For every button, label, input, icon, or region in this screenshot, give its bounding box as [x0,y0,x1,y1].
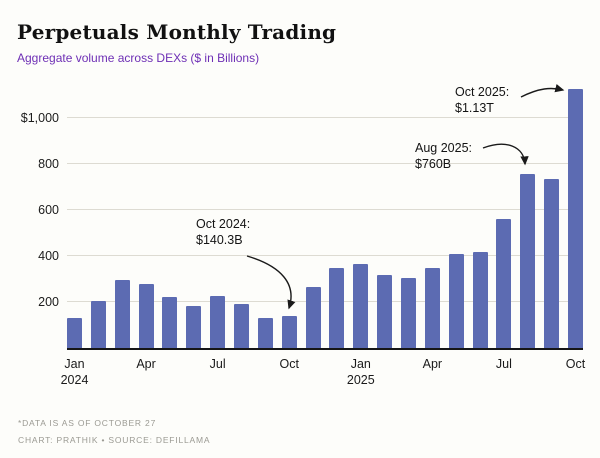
bar-apr-2024 [138,283,154,348]
annotation-label: Oct 2024: [196,217,251,231]
bar-jan-2025 [353,263,369,348]
annotation-value: $140.3B [196,233,243,247]
x-tick-year: 2025 [346,373,375,387]
bar-jul-2025 [496,219,512,348]
x-tick-label: Oct [279,357,299,371]
x-tick-label: Jul [495,357,512,371]
annotation-label: Aug 2025: [415,141,472,155]
plot-area: Oct 2024: $140.3B Aug 2025: $760B Oct 20… [67,84,583,350]
y-axis: 200 400 600 800 $1,000 [17,84,59,348]
annotation-value: $760B [415,157,452,171]
bar-oct-2024 [281,315,297,348]
credit-line: CHART: PRATHIK • SOURCE: DEFILLAMA [18,435,211,445]
bar-nov-2024 [305,286,321,348]
bar-may-2025 [448,254,464,348]
x-tick-label: Oct [565,357,586,371]
bar-sep-2024 [257,317,273,348]
arrow-aug-2025 [482,143,529,166]
arrow-oct-2025 [520,84,565,98]
bar-feb-2024 [90,300,106,348]
chart-title: Perpetuals Monthly Trading [17,20,337,44]
chart-subtitle: Aggregate volume across DEXs ($ in Billi… [17,51,260,65]
annotation-aug-2025: Aug 2025: $760B [415,140,472,172]
gridline [67,117,583,119]
gridline [67,209,583,211]
bar-chart: 200 400 600 800 $1,000 Oct 2024: $140.3B Aug… [17,84,587,396]
annotation-oct-2025: Oct 2025: $1.13T [455,84,509,116]
x-tick-label: Apr [422,357,443,371]
y-tick-label: 200 [38,295,59,310]
annotation-oct-2024: Oct 2024: $140.3B [196,216,250,248]
bar-mar-2024 [114,280,130,348]
bar-jun-2024 [186,306,202,348]
y-tick-label: 600 [38,203,59,218]
bar-jul-2024 [210,296,226,348]
x-tick-label: Jan 2025 [346,357,375,387]
annotation-label: Oct 2025: [455,85,510,99]
bar-jan-2024 [67,318,82,348]
bar-feb-2025 [377,275,393,348]
x-tick-label: Apr [136,357,156,371]
bar-sep-2025 [544,179,560,348]
bar-jun-2025 [472,252,488,348]
y-tick-label: 400 [38,249,59,264]
gridline [67,301,583,303]
y-tick-label: 800 [38,157,59,172]
gridline [67,163,583,165]
x-tick-label: Jan 2024 [60,357,89,387]
footnote: *DATA IS AS OF OCTOBER 27 [18,418,157,428]
x-axis: Jan 2024 Apr Jul Oct Jan 2025 Apr Jul Oct [61,356,586,394]
annotation-value: $1.13T [455,101,494,115]
bar-aug-2025 [520,173,536,348]
x-tick-year: 2024 [60,373,89,387]
bar-oct-2025 [568,88,583,348]
bar-may-2024 [162,297,178,348]
bar-dec-2024 [329,268,345,348]
chart-header: Perpetuals Monthly Trading Aggregate vol… [0,0,600,65]
x-tick-label: Jul [209,357,226,371]
chart-footer: *DATA IS AS OF OCTOBER 27 CHART: PRATHIK… [18,418,210,445]
bar-apr-2025 [424,268,440,348]
gridline [67,255,583,257]
bar-aug-2024 [234,303,249,348]
y-tick-label: $1,000 [20,111,59,126]
bar-mar-2025 [401,277,416,348]
